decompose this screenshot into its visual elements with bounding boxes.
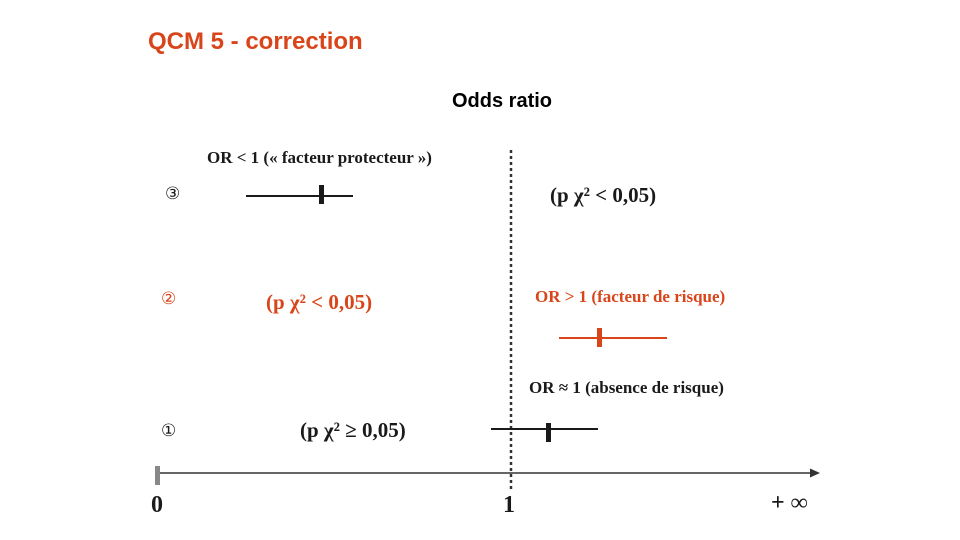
diagram-title: Odds ratio <box>452 90 553 112</box>
axis-label-zero: 0 <box>151 492 163 518</box>
row-2-p-value: (p χ² < 0,05) <box>266 290 373 314</box>
point-estimate-row-3 <box>319 185 324 204</box>
point-estimate-row-1 <box>546 423 551 442</box>
row-1-p-value: (p χ² ≥ 0,05) <box>300 418 406 442</box>
row-2-marker: ② <box>161 289 177 309</box>
row-1-label: OR ≈ 1 (absence de risque) <box>529 378 724 397</box>
slide-title: QCM 5 - correction <box>148 28 363 55</box>
axis-label-one: 1 <box>503 492 515 518</box>
row-3-label: OR < 1 (« facteur protecteur ») <box>207 148 432 167</box>
row-2-label: OR > 1 (facteur de risque) <box>535 287 726 306</box>
row-1-marker: ① <box>161 421 177 441</box>
point-estimate-row-2 <box>597 328 602 347</box>
axis-arrow-icon <box>810 468 820 478</box>
axis-label-infinity: + ∞ <box>771 490 808 516</box>
axis-origin-tick <box>155 466 160 485</box>
row-3-marker: ③ <box>165 184 181 204</box>
row-3-p-value: (p χ² < 0,05) <box>550 183 657 207</box>
